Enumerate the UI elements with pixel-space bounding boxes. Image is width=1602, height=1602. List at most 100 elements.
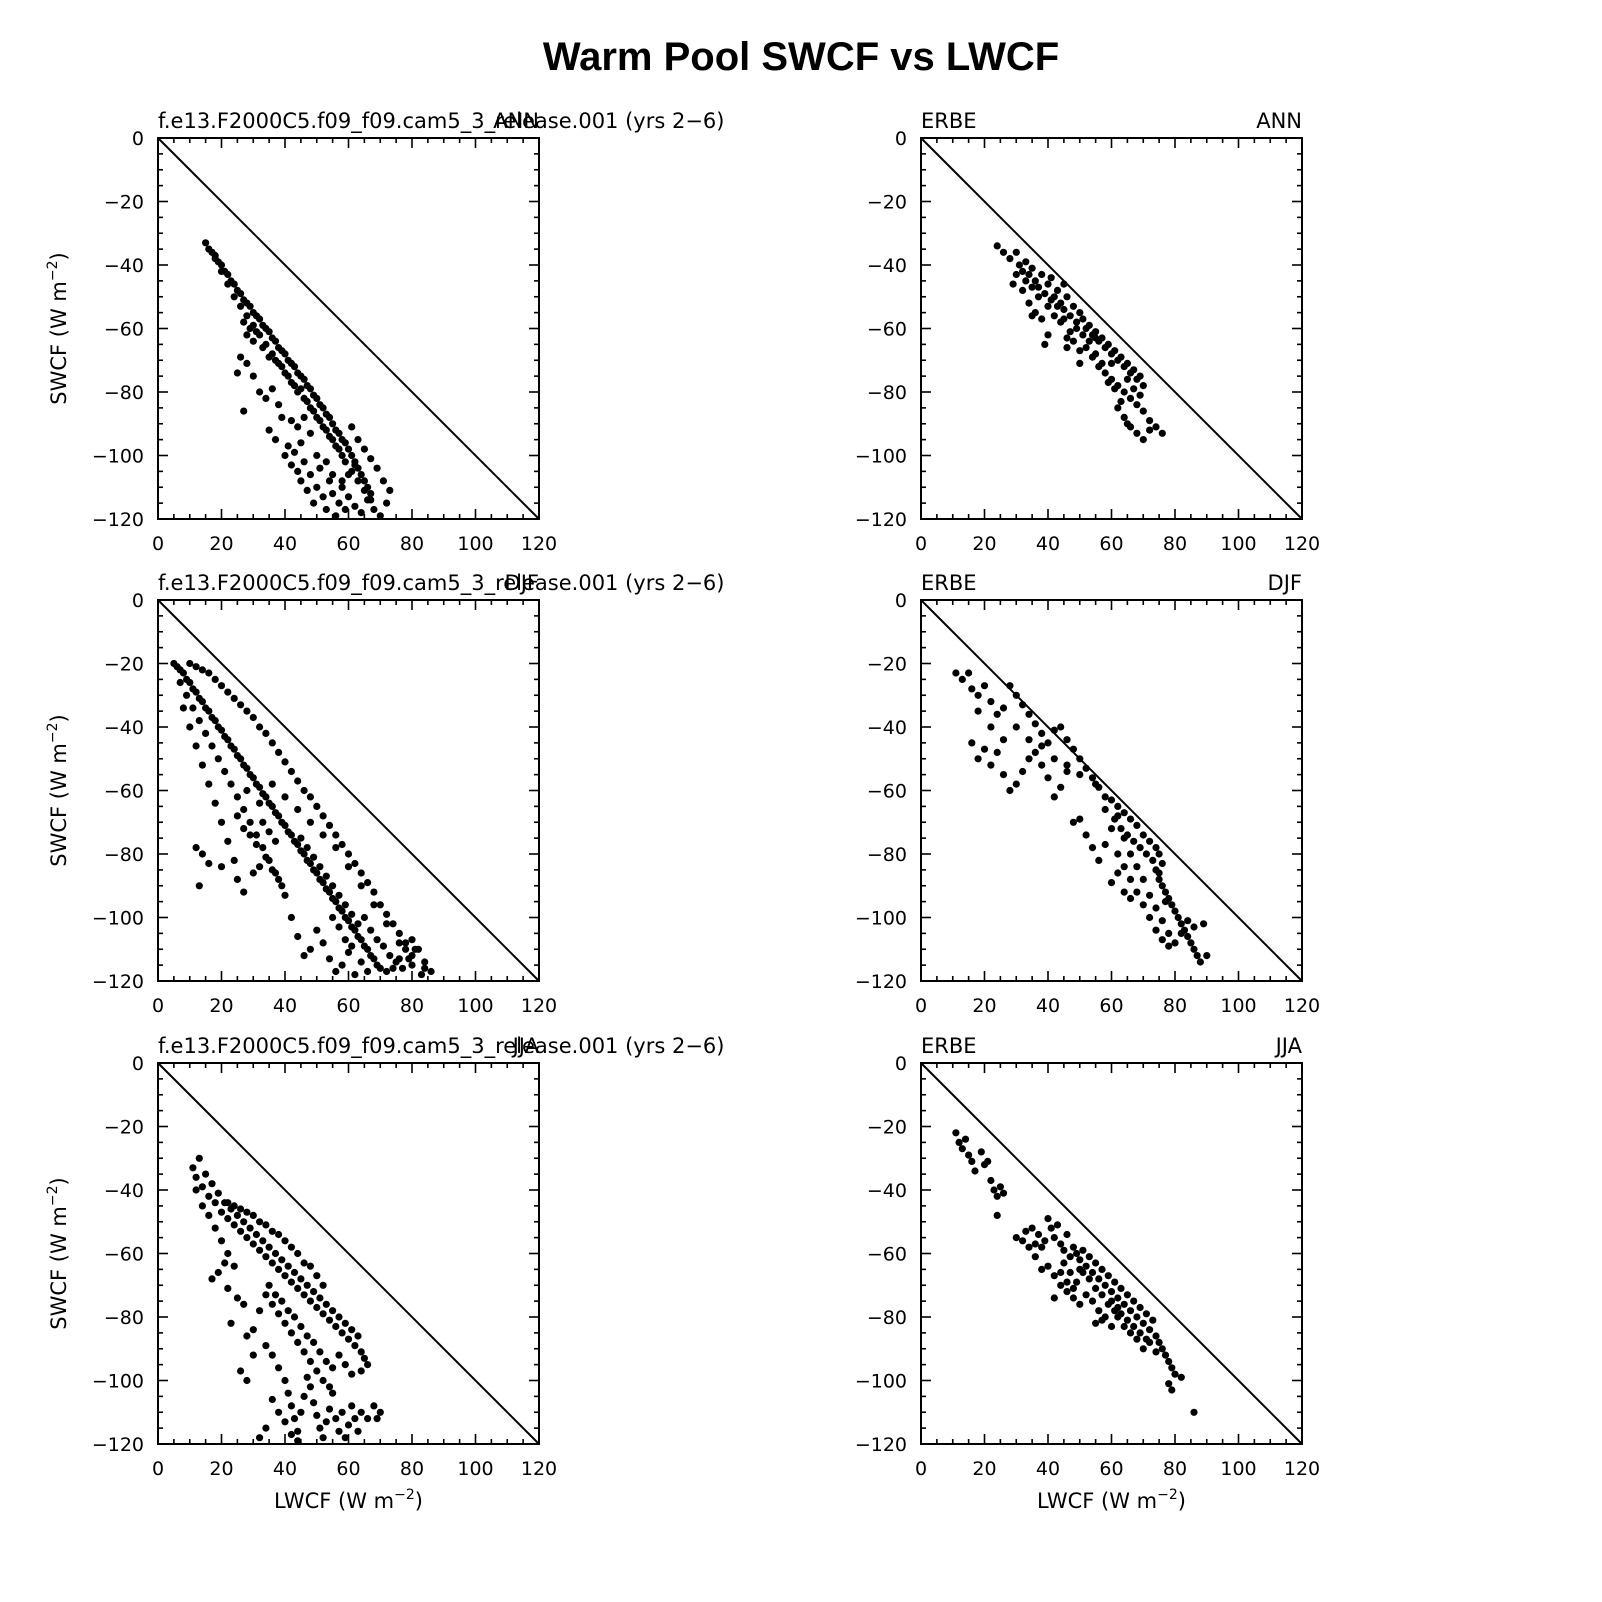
data-point — [1076, 359, 1084, 367]
x-tick-label: 40 — [1036, 533, 1060, 555]
data-point — [1161, 1351, 1170, 1359]
data-point — [1050, 1294, 1058, 1302]
data-point — [243, 1376, 251, 1385]
data-point — [1057, 1240, 1065, 1248]
data-point — [319, 404, 327, 412]
data-point — [325, 413, 334, 421]
data-point — [1158, 1345, 1166, 1353]
data-point — [421, 964, 429, 972]
data-point — [313, 394, 321, 402]
data-point — [379, 477, 387, 485]
data-point — [246, 324, 254, 333]
data-point — [1149, 856, 1157, 865]
data-point — [1111, 1278, 1119, 1286]
data-point — [1107, 1322, 1116, 1331]
y-axis-label-sup: −2 — [45, 260, 61, 281]
data-point — [952, 1129, 960, 1137]
data-point — [211, 1224, 219, 1232]
data-point — [262, 1291, 270, 1299]
data-point — [338, 1408, 346, 1416]
data-point — [246, 818, 254, 826]
data-point — [1126, 1329, 1135, 1337]
data-point — [341, 936, 349, 944]
data-point — [1063, 334, 1071, 342]
data-point — [262, 1342, 270, 1350]
data-point — [1155, 869, 1163, 877]
data-point — [1025, 270, 1033, 279]
data-point — [338, 451, 346, 460]
data-point — [303, 397, 311, 406]
data-point — [262, 1221, 270, 1229]
data-point — [1117, 1310, 1125, 1318]
data-point — [338, 483, 346, 491]
data-point — [198, 698, 206, 706]
data-point — [1171, 939, 1179, 947]
data-point — [319, 493, 327, 501]
data-point — [1034, 1230, 1043, 1239]
data-point — [1041, 340, 1049, 348]
data-point — [217, 682, 226, 690]
data-point — [243, 764, 251, 772]
data-point — [1038, 315, 1046, 323]
x-axis-label: LWCF (W m−2) — [1037, 1487, 1186, 1513]
data-point — [306, 471, 314, 479]
data-point — [297, 1408, 305, 1416]
data-point — [224, 280, 232, 288]
data-point — [249, 372, 257, 380]
data-point — [275, 1408, 283, 1416]
data-point — [1031, 720, 1039, 728]
data-point — [217, 1237, 226, 1245]
x-tick-label: 60 — [1099, 995, 1123, 1017]
data-point — [271, 1249, 280, 1258]
data-point — [974, 755, 982, 763]
data-point — [395, 939, 403, 947]
x-tick-label: 120 — [521, 533, 557, 555]
data-point — [1098, 1265, 1106, 1273]
data-point — [332, 512, 340, 520]
data-point — [1136, 1303, 1144, 1312]
x-tick-label: 120 — [1284, 533, 1320, 555]
data-point — [1073, 1249, 1081, 1258]
data-point — [217, 863, 226, 871]
data-point — [1101, 793, 1109, 801]
data-point — [335, 891, 343, 899]
data-point — [357, 1408, 365, 1416]
data-point — [294, 1284, 302, 1292]
data-point — [1158, 859, 1166, 868]
data-point — [341, 1319, 349, 1327]
data-point — [290, 1268, 299, 1277]
data-point — [1025, 736, 1033, 744]
data-point — [252, 1230, 260, 1239]
y-tick-label: −60 — [867, 781, 907, 803]
data-point — [243, 1208, 251, 1216]
data-point — [268, 1227, 276, 1235]
data-point — [1193, 952, 1201, 960]
data-point — [1044, 739, 1052, 747]
data-point — [351, 926, 359, 934]
y-tick-label: −120 — [92, 509, 144, 531]
data-point — [265, 353, 273, 361]
data-point — [306, 1297, 314, 1305]
data-point — [1114, 1303, 1122, 1312]
data-point — [205, 1211, 213, 1219]
data-point — [1041, 290, 1049, 298]
data-point — [338, 840, 346, 849]
data-point — [1076, 309, 1084, 317]
y-tick-label: −60 — [104, 319, 144, 341]
data-point — [230, 1221, 238, 1229]
data-point — [325, 1383, 334, 1391]
y-axis-label-main: SWCF (W m — [47, 281, 71, 405]
data-point — [214, 1189, 222, 1197]
data-point — [1136, 1329, 1144, 1337]
data-point — [278, 1297, 286, 1305]
data-point — [1133, 821, 1141, 830]
data-point — [357, 1367, 365, 1375]
data-point — [1152, 904, 1160, 912]
data-point — [341, 1361, 349, 1369]
data-point — [1092, 1284, 1100, 1292]
data-point — [313, 802, 321, 811]
data-point — [224, 1199, 232, 1207]
data-point — [1123, 359, 1131, 367]
data-point — [1085, 1275, 1093, 1283]
data-point — [1168, 901, 1176, 909]
